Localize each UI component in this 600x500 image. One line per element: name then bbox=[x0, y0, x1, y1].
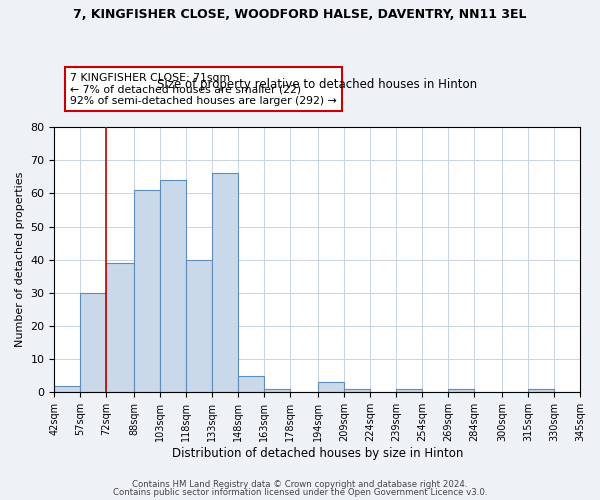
Bar bbox=[106, 263, 134, 392]
Bar bbox=[55, 386, 80, 392]
Text: 7 KINGFISHER CLOSE: 71sqm
← 7% of detached houses are smaller (22)
92% of semi-d: 7 KINGFISHER CLOSE: 71sqm ← 7% of detach… bbox=[70, 72, 337, 106]
Bar bbox=[186, 260, 212, 392]
Bar bbox=[238, 376, 264, 392]
Bar bbox=[344, 389, 370, 392]
Title: Size of property relative to detached houses in Hinton: Size of property relative to detached ho… bbox=[157, 78, 477, 91]
Text: 7, KINGFISHER CLOSE, WOODFORD HALSE, DAVENTRY, NN11 3EL: 7, KINGFISHER CLOSE, WOODFORD HALSE, DAV… bbox=[73, 8, 527, 20]
Bar bbox=[264, 389, 290, 392]
Bar bbox=[212, 174, 238, 392]
Bar bbox=[528, 389, 554, 392]
Y-axis label: Number of detached properties: Number of detached properties bbox=[15, 172, 25, 348]
Text: Contains public sector information licensed under the Open Government Licence v3: Contains public sector information licen… bbox=[113, 488, 487, 497]
X-axis label: Distribution of detached houses by size in Hinton: Distribution of detached houses by size … bbox=[172, 447, 463, 460]
Bar bbox=[80, 293, 106, 392]
Bar bbox=[580, 389, 600, 392]
Text: Contains HM Land Registry data © Crown copyright and database right 2024.: Contains HM Land Registry data © Crown c… bbox=[132, 480, 468, 489]
Bar bbox=[448, 389, 474, 392]
Bar bbox=[134, 190, 160, 392]
Bar bbox=[160, 180, 186, 392]
Bar bbox=[318, 382, 344, 392]
Bar bbox=[396, 389, 422, 392]
